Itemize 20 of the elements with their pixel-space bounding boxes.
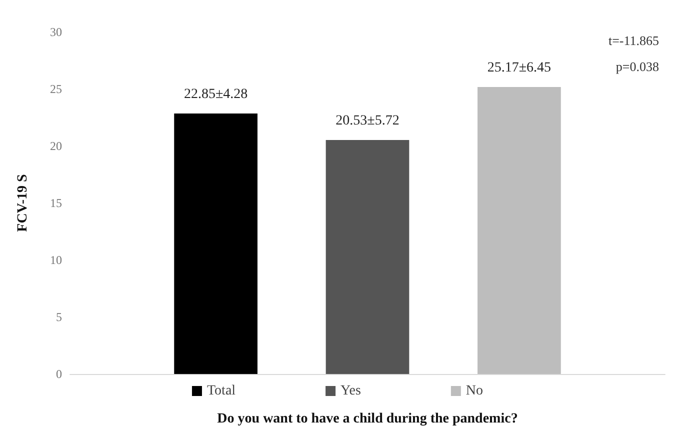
y-tick-label: 25	[50, 82, 62, 96]
y-axis-title: FCV-19 S	[16, 174, 30, 232]
annotation: p=0.038	[616, 59, 660, 74]
x-axis-title: Do you want to have a child during the pandemic?	[217, 412, 518, 426]
annotation: t=-11.865	[608, 33, 660, 48]
y-tick-label: 10	[50, 253, 62, 267]
bar	[174, 114, 258, 374]
legend-label: Yes	[340, 384, 361, 398]
y-tick-label: 0	[56, 367, 62, 381]
data-label: 20.53±5.72	[336, 113, 400, 128]
bar	[478, 87, 561, 374]
y-tick-label: 20	[50, 139, 62, 153]
legend-label: No	[466, 384, 484, 398]
data-label: 25.17±6.45	[487, 60, 552, 76]
y-tick-label: 5	[56, 310, 62, 324]
legend-label: Total	[206, 384, 236, 398]
y-tick-label: 30	[50, 25, 62, 39]
bar	[326, 140, 410, 374]
data-label: 22.85±4.28	[184, 87, 248, 102]
y-tick-label: 15	[50, 196, 62, 210]
